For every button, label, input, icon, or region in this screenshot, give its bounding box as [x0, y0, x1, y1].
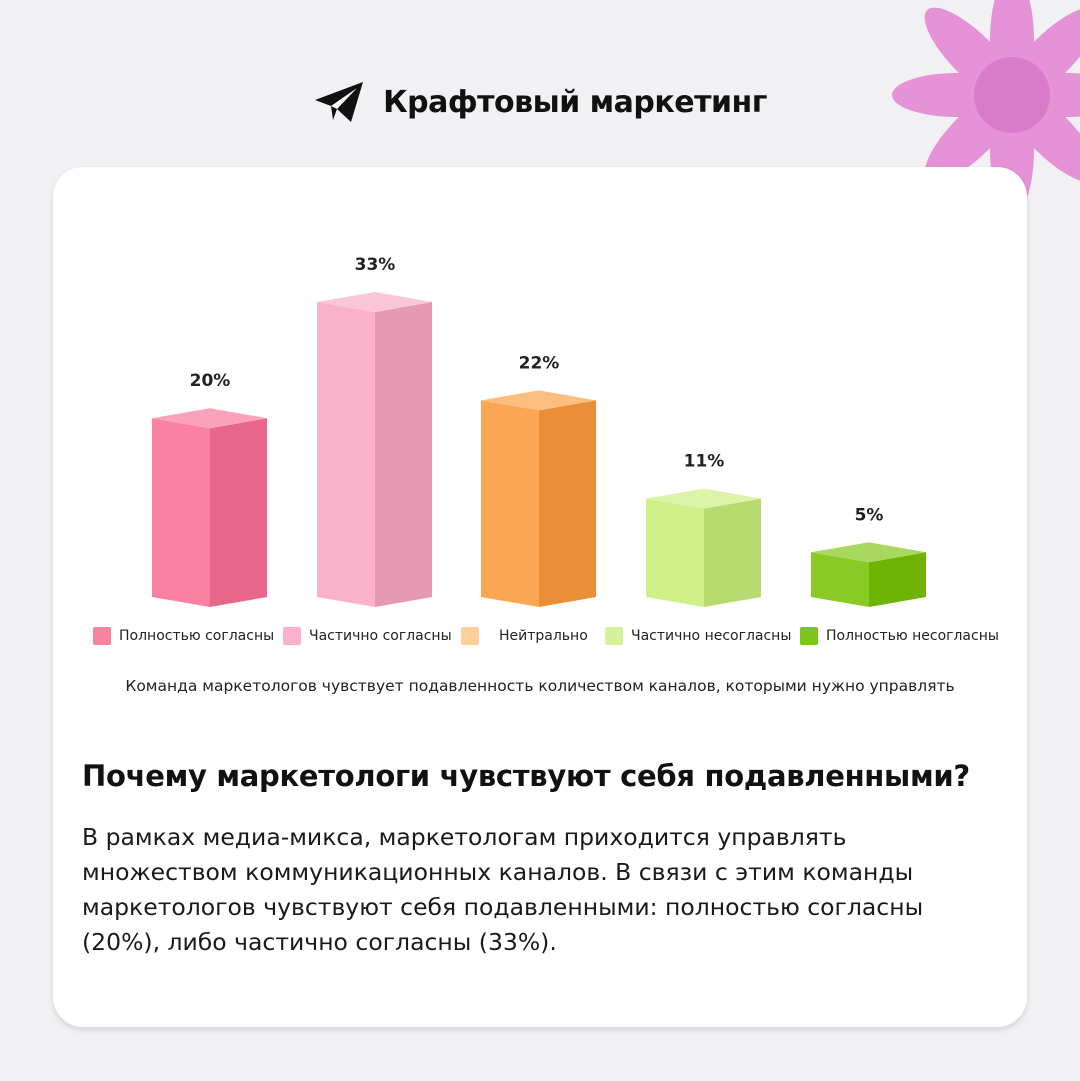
bar-value-label: 5% [855, 505, 884, 525]
legend-label: Частично несогласны [631, 628, 792, 644]
article-line: множеством коммуникационных каналов. В с… [82, 858, 914, 886]
bar-left-face [317, 302, 375, 607]
bar-left-face [811, 552, 869, 607]
bar [811, 542, 926, 607]
legend-swatch [800, 627, 818, 645]
content-card: 20% 33% 22% 11% 5% Полностью согласны Частич… [53, 167, 1027, 1027]
chart-caption: Команда маркетологов чувствует подавленн… [125, 677, 955, 695]
bar-top-face [152, 408, 267, 429]
article-line: маркетологов чувствуют себя подавленными… [82, 893, 924, 921]
bar-top-face [646, 488, 761, 509]
bar-top-face [317, 292, 432, 312]
legend-label: Полностью несогласны [826, 628, 999, 644]
flower-icon [892, 0, 1080, 215]
legend-label: Полностью согласны [119, 628, 275, 644]
brand-header: Крафтовый маркетинг [0, 78, 1080, 126]
legend-item-partially-disagree: Частично несогласны [605, 627, 791, 645]
bar-top-face [481, 390, 596, 411]
legend-label: Частично согласны [309, 628, 452, 644]
article-line: В рамках медиа-микса, маркетологам прихо… [82, 823, 847, 851]
legend-swatch [461, 627, 479, 645]
bar-value-label: 22% [519, 353, 560, 373]
chart-legend: Полностью согласны Частично согласны Ней… [53, 627, 1027, 649]
brand-name: Крафтовый маркетинг [383, 84, 767, 120]
bar [646, 488, 761, 607]
article-line: (20%), либо частично согласны (33%). [82, 928, 557, 956]
bar [317, 292, 432, 607]
bar-right-face [210, 418, 267, 607]
bar-value-label: 11% [684, 452, 725, 472]
bar [152, 408, 267, 607]
bar-right-face [375, 302, 432, 607]
paper-plane-icon [315, 82, 364, 122]
article-heading: Почему маркетологи чувствуют себя подавл… [82, 759, 970, 793]
bar-right-face [704, 498, 761, 607]
legend-swatch [283, 627, 301, 645]
article-body: В рамках медиа-микса, маркетологам прихо… [82, 820, 1002, 960]
bar-left-face [646, 498, 704, 607]
bar-right-face [869, 552, 926, 607]
bar-right-face [539, 400, 596, 607]
bar-top-face [811, 542, 926, 563]
legend-label: Нейтрально [499, 628, 588, 644]
bar-chart: 20% 33% 22% 11% 5% [152, 255, 926, 607]
legend-swatch [605, 627, 623, 645]
bar-value-label: 33% [355, 255, 396, 275]
legend-swatch [93, 627, 111, 645]
bar [481, 390, 596, 607]
bar-value-label: 20% [190, 371, 231, 391]
bar-left-face [152, 418, 210, 607]
legend-item-fully-agree: Полностью согласны [93, 627, 274, 645]
legend-item-neutral: Нейтрально [461, 627, 588, 645]
legend-item-partially-agree: Частично согласны [283, 627, 452, 645]
bar-left-face [481, 400, 539, 607]
legend-item-fully-disagree: Полностью несогласны [800, 627, 999, 645]
